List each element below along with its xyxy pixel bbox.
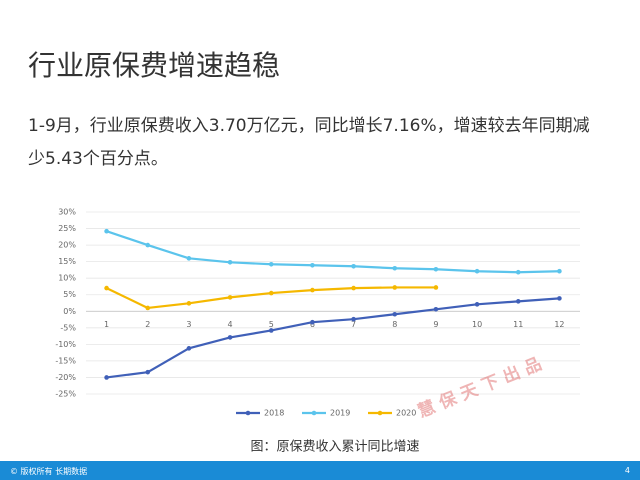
paragraph-line: 少5.43个百分点。 — [28, 149, 168, 169]
x-tick-label: 5 — [269, 320, 274, 329]
y-tick-label: 25% — [58, 224, 76, 233]
point — [392, 265, 398, 271]
point — [145, 242, 151, 248]
y-tick-label: -10% — [55, 340, 76, 349]
point — [104, 285, 109, 291]
point — [186, 301, 192, 306]
point — [474, 268, 480, 274]
point — [351, 263, 356, 269]
point — [268, 261, 274, 267]
x-tick-label: 9 — [433, 320, 438, 329]
point — [557, 268, 562, 274]
y-tick-label: 20% — [58, 241, 76, 250]
x-tick-label: 3 — [186, 320, 191, 329]
y-tick-label: 5% — [63, 290, 76, 299]
legend-marker — [245, 410, 251, 416]
point — [351, 316, 356, 322]
slide-title: 行业原保费增速趋稳 — [28, 49, 281, 82]
legend-label: 2019 — [330, 409, 350, 418]
series-line — [106, 297, 560, 379]
y-tick-label: -25% — [55, 390, 76, 399]
point — [392, 311, 398, 317]
paragraph-line: 1-9月，行业原保费收入3.70万亿元，同比增长7.16%，增速较去年同期减 — [28, 116, 590, 136]
point — [310, 262, 315, 268]
point — [515, 299, 521, 304]
point — [310, 287, 315, 293]
x-tick-label: 10 — [472, 320, 482, 329]
y-tick-label: 0% — [63, 307, 76, 316]
point — [433, 266, 439, 272]
y-tick-label: -5% — [60, 323, 76, 332]
y-tick-label: 30% — [58, 208, 76, 217]
point — [145, 305, 151, 311]
point — [227, 259, 233, 265]
legend-marker — [377, 410, 383, 416]
point — [515, 269, 521, 275]
point — [186, 346, 192, 351]
x-tick-label: 1 — [104, 320, 109, 329]
chart-caption: 图：原保费收入累计同比增速 — [250, 440, 419, 455]
x-tick-label: 7 — [351, 320, 356, 329]
point — [474, 302, 480, 307]
point — [227, 295, 233, 300]
point — [433, 306, 439, 312]
y-tick-label: 10% — [58, 274, 76, 283]
point — [351, 285, 356, 291]
x-tick-label: 2 — [145, 320, 150, 329]
x-tick-label: 11 — [513, 320, 523, 329]
point — [433, 285, 439, 290]
y-tick-label: 15% — [58, 257, 76, 266]
series-line — [106, 286, 436, 310]
legend-label: 2020 — [396, 409, 416, 418]
x-tick-label: 12 — [554, 320, 564, 329]
x-tick-label: 4 — [228, 320, 233, 329]
legend-label: 2018 — [264, 409, 284, 418]
y-tick-label: -15% — [55, 356, 76, 365]
point — [186, 256, 192, 261]
point — [392, 285, 398, 290]
point — [145, 369, 151, 375]
legend-marker — [311, 410, 317, 416]
point — [104, 228, 109, 234]
point — [557, 296, 562, 301]
paragraph: 1-9月，行业原保费收入3.70万亿元，同比增长7.16%，增速较去年同期减 少… — [28, 110, 590, 176]
y-tick-label: -20% — [55, 373, 76, 382]
x-tick-label: 8 — [392, 320, 397, 329]
point — [104, 375, 109, 380]
copyright: © 版权所有 长期数据 — [10, 467, 88, 476]
point — [268, 328, 274, 333]
point — [268, 290, 274, 296]
footer: © 版权所有 长期数据 4 — [0, 461, 640, 480]
series-line — [106, 230, 560, 274]
point — [227, 335, 233, 340]
point — [310, 319, 315, 325]
page-number: 4 — [624, 466, 630, 475]
